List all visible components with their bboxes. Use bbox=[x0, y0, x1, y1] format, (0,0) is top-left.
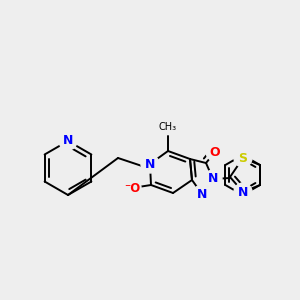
Circle shape bbox=[193, 185, 211, 203]
Circle shape bbox=[234, 183, 252, 201]
Text: N: N bbox=[63, 134, 73, 148]
Text: O: O bbox=[210, 146, 220, 158]
Circle shape bbox=[141, 155, 159, 173]
Text: ⁻O: ⁻O bbox=[124, 182, 140, 194]
Circle shape bbox=[59, 132, 77, 150]
Text: N: N bbox=[197, 188, 207, 200]
Text: S: S bbox=[238, 152, 247, 164]
Circle shape bbox=[234, 149, 252, 167]
Circle shape bbox=[204, 170, 222, 188]
Text: CH₃: CH₃ bbox=[159, 122, 177, 132]
Text: N: N bbox=[145, 158, 155, 170]
Circle shape bbox=[123, 179, 141, 197]
Text: N: N bbox=[208, 172, 218, 185]
Circle shape bbox=[206, 143, 224, 161]
Text: N: N bbox=[238, 185, 248, 199]
